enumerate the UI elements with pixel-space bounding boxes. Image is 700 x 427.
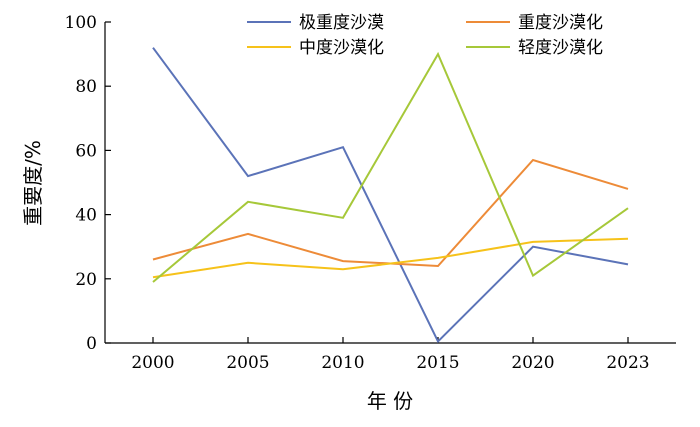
x-tick-label: 2020 [511, 353, 554, 373]
series-group [152, 47, 629, 344]
legend-label: 轻度沙漠化 [518, 38, 603, 58]
x-tick-label: 2010 [321, 353, 364, 373]
x-tick-label: 2023 [606, 353, 649, 373]
x-ticks: 2000 2005 2010 2015 2020 2023 [131, 337, 650, 373]
x-tick-label: 2005 [226, 353, 269, 373]
series-line-4 [152, 51, 629, 283]
x-tick-label: 2015 [416, 353, 459, 373]
y-axis-title: 重要度/% [21, 140, 45, 226]
series-line-2 [152, 158, 629, 268]
axes [104, 22, 676, 344]
y-tick-label: 100 [65, 13, 97, 33]
series-line-1 [152, 47, 629, 344]
legend-label: 极重度沙漠 [299, 13, 384, 33]
legend-label: 中度沙漠化 [299, 38, 384, 58]
y-tick-label: 80 [75, 77, 97, 97]
y-tick-label: 40 [75, 206, 97, 226]
x-tick-label: 2000 [131, 353, 174, 373]
y-tick-label: 60 [75, 141, 97, 161]
y-ticks: 0 20 40 60 80 100 [65, 13, 111, 354]
y-tick-label: 0 [86, 334, 97, 354]
y-tick-label: 20 [75, 270, 97, 290]
x-axis-title: 年 份 [367, 389, 413, 413]
series-line-3 [152, 237, 629, 279]
legend-label: 重度沙漠化 [518, 13, 603, 33]
